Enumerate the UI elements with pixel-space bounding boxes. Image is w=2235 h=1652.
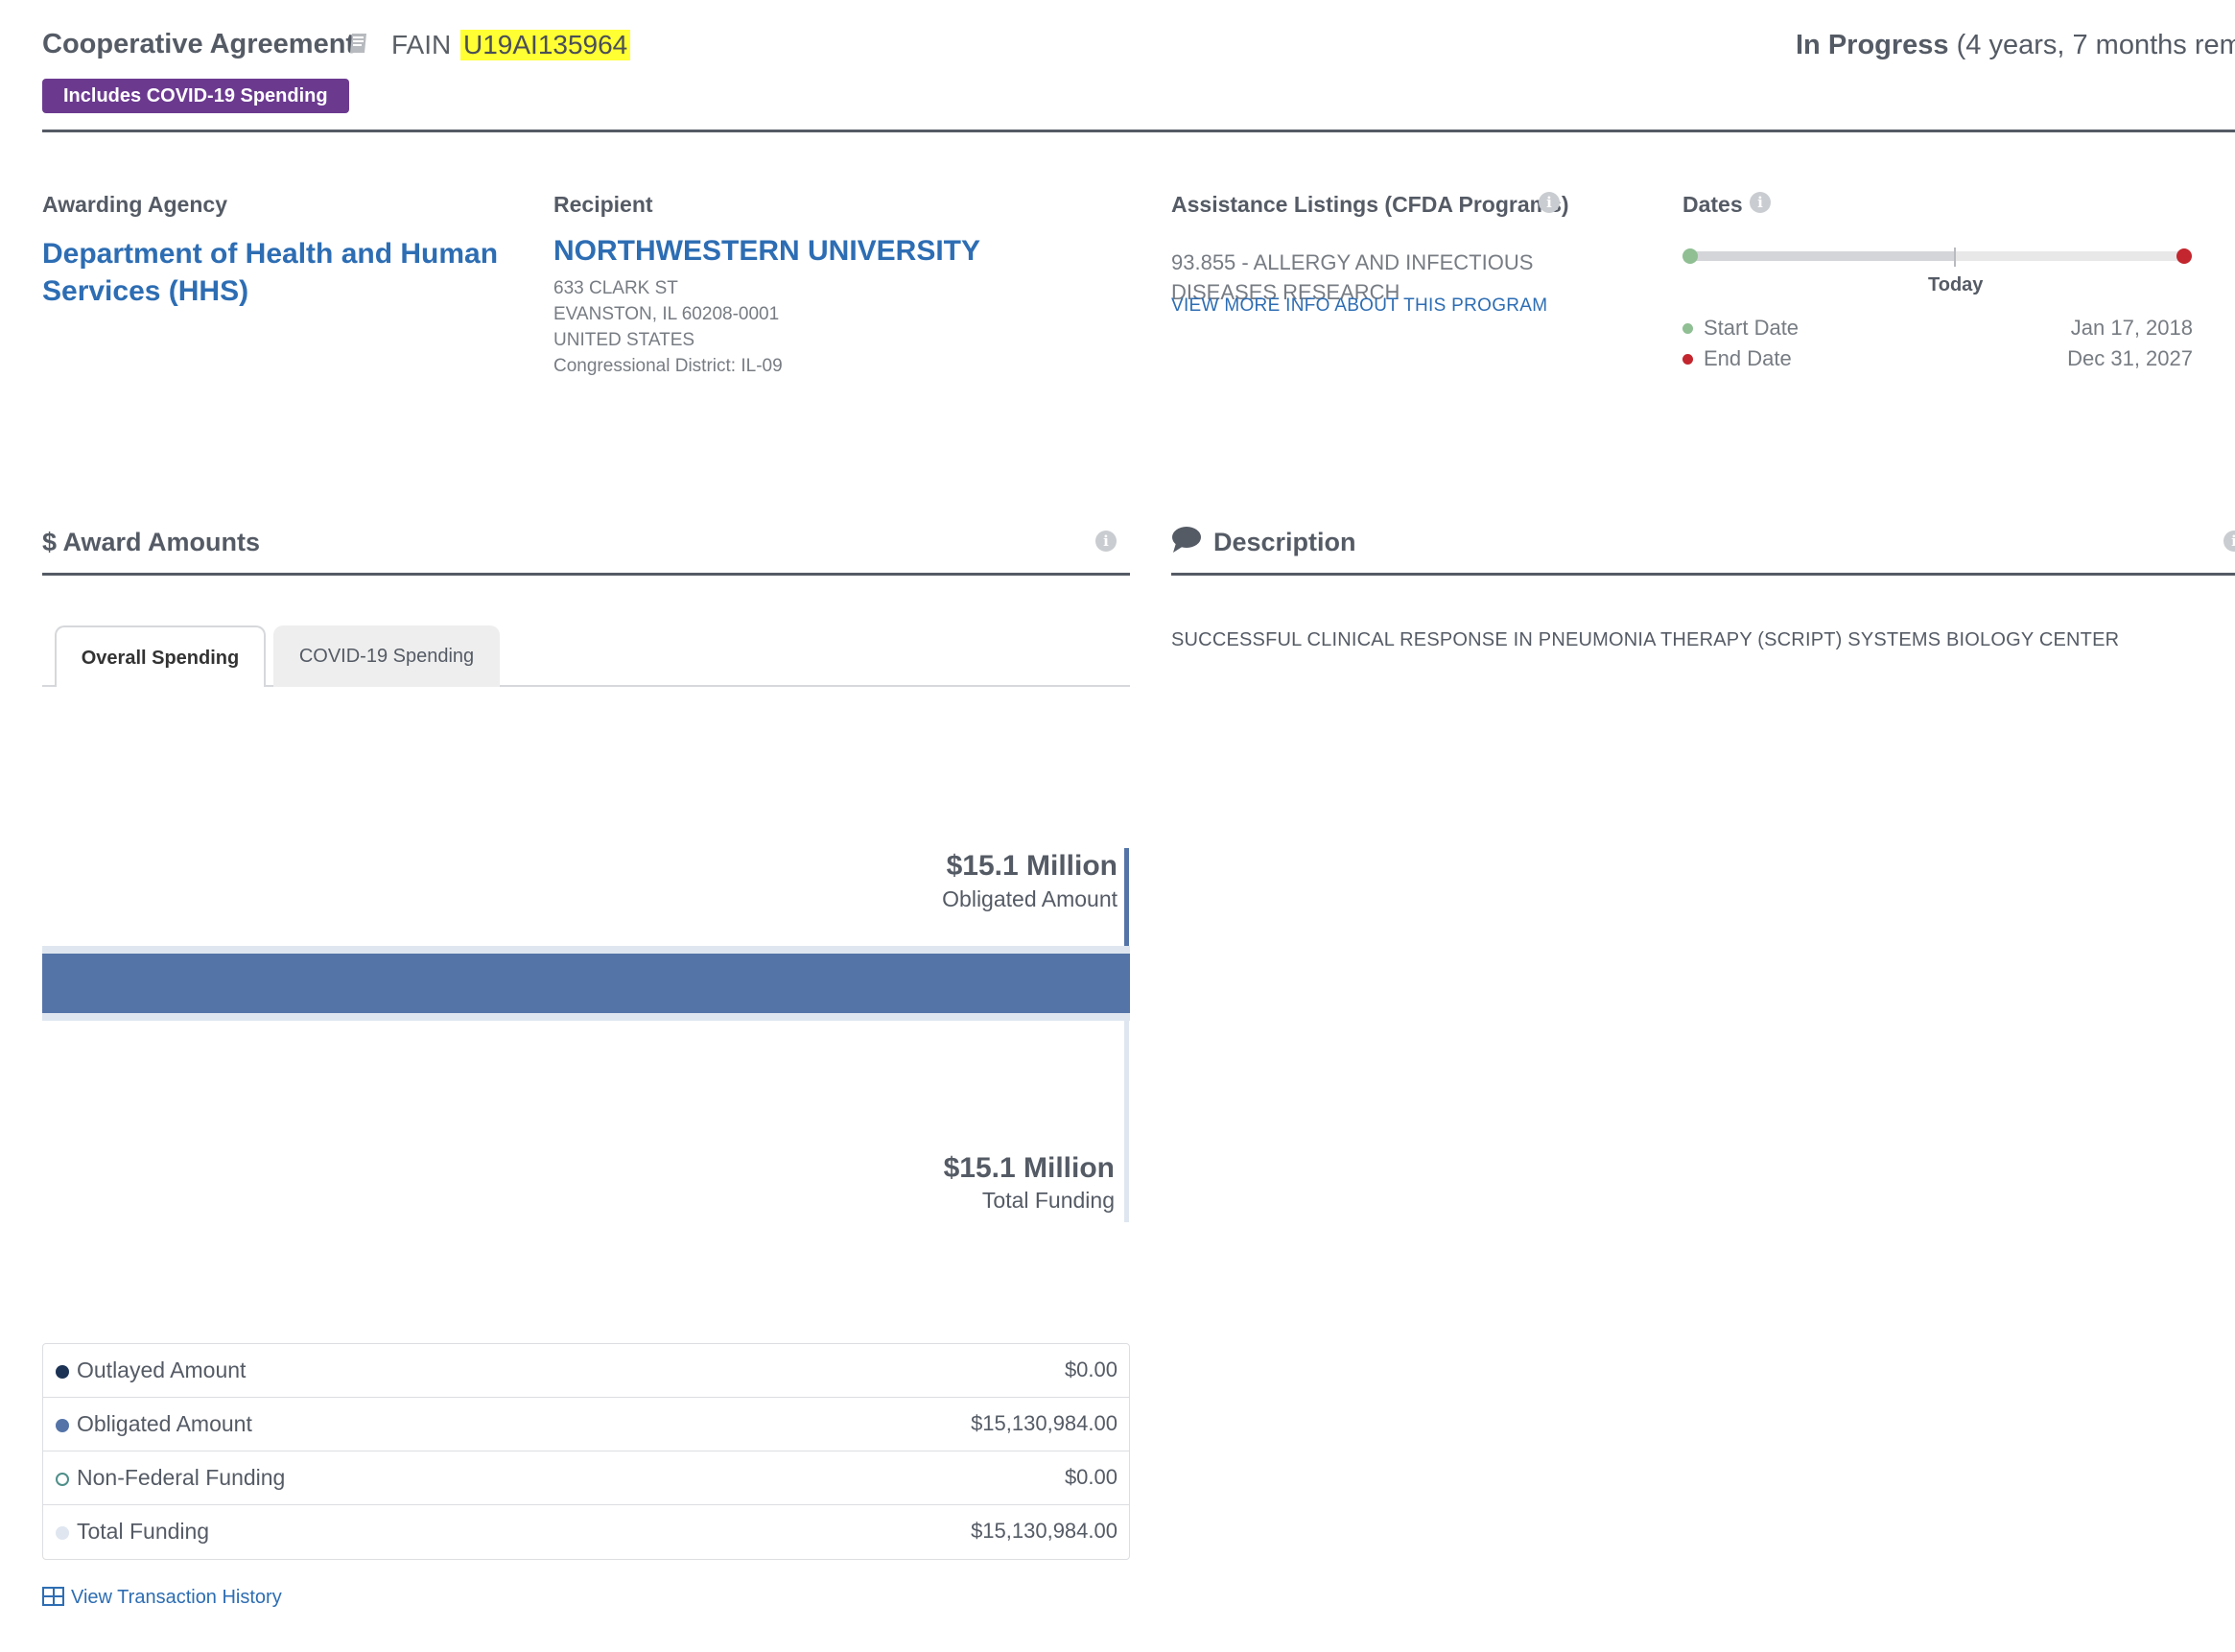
legend-value: $0.00 bbox=[1064, 1465, 1118, 1489]
today-label: Today bbox=[1928, 274, 1984, 295]
awarding-agency-link[interactable]: Department of Health and Human Services … bbox=[42, 238, 499, 307]
award-amounts-title: $ Award Amounts bbox=[42, 528, 261, 556]
award-status: In Progress (4 years, 7 months remai bbox=[1796, 30, 2235, 61]
legend-row-non-federal: Non-Federal Funding $0.00 bbox=[43, 1451, 1129, 1505]
cfda-more-info-link[interactable]: VIEW MORE INFO ABOUT THIS PROGRAM bbox=[1171, 295, 1548, 316]
table-icon[interactable] bbox=[42, 1587, 64, 1606]
end-date-value: Dec 31, 2027 bbox=[2067, 346, 2193, 370]
recipient-address-line2: EVANSTON, IL 60208-0001 bbox=[553, 304, 780, 324]
tab-covid-spending[interactable]: COVID-19 Spending bbox=[273, 625, 500, 687]
timeline-elapsed bbox=[1688, 251, 1955, 261]
legend-row-obligated: Obligated Amount $15,130,984.00 bbox=[43, 1398, 1129, 1451]
legend-label: Obligated Amount bbox=[77, 1411, 252, 1436]
obligated-amount-bar[interactable] bbox=[42, 954, 1130, 1013]
dates-info-icon[interactable]: i bbox=[1750, 192, 1771, 213]
timeline-end-dot bbox=[2176, 248, 2192, 264]
status-label: In Progress bbox=[1796, 30, 1949, 60]
timeline-start-dot bbox=[1682, 248, 1698, 264]
total-funding-marker-line bbox=[1124, 1017, 1129, 1222]
recipient-address-line1: 633 CLARK ST bbox=[553, 278, 678, 298]
recipient-country: UNITED STATES bbox=[553, 330, 695, 350]
tab-underline bbox=[42, 685, 1130, 687]
document-icon bbox=[350, 34, 366, 53]
recipient-label: Recipient bbox=[553, 192, 653, 217]
legend-label: Non-Federal Funding bbox=[77, 1465, 286, 1490]
speech-bubble-icon bbox=[1172, 527, 1201, 553]
end-date-label: End Date bbox=[1704, 346, 1792, 370]
header-divider bbox=[42, 130, 2235, 132]
timeline-today-marker bbox=[1954, 248, 1956, 267]
recipient-district: Congressional District: IL-09 bbox=[553, 356, 783, 376]
legend-label: Outlayed Amount bbox=[77, 1357, 247, 1382]
total-funding-caption: Total Funding bbox=[981, 1188, 1115, 1213]
awarding-agency-label: Awarding Agency bbox=[42, 192, 227, 217]
obligated-marker-line bbox=[1124, 848, 1129, 956]
description-text: SUCCESSFUL CLINICAL RESPONSE IN PNEUMONI… bbox=[1171, 629, 2120, 650]
cfda-info-icon[interactable]: i bbox=[1539, 192, 1560, 213]
description-divider bbox=[1171, 573, 2235, 576]
end-date-dot bbox=[1682, 354, 1693, 365]
start-date-label: Start Date bbox=[1704, 316, 1800, 340]
start-date-dot bbox=[1682, 323, 1693, 334]
award-amounts-divider bbox=[42, 573, 1130, 576]
legend-label: Total Funding bbox=[77, 1519, 210, 1544]
non-federal-dot bbox=[56, 1473, 69, 1486]
description-info-icon[interactable]: i bbox=[2223, 531, 2235, 552]
tab-overall-spending[interactable]: Overall Spending bbox=[55, 625, 266, 687]
award-amounts-legend: Outlayed Amount $0.00 Obligated Amount $… bbox=[42, 1343, 1130, 1560]
obligated-dot bbox=[56, 1419, 69, 1432]
cfda-label: Assistance Listings (CFDA Programs) bbox=[1171, 192, 1569, 217]
cfda-program: 93.855 - ALLERGY AND INFECTIOUS DISEASES… bbox=[1171, 250, 1534, 304]
status-detail: (4 years, 7 months remai bbox=[1956, 30, 2235, 60]
obligated-amount-value: $15.1 Million bbox=[946, 850, 1118, 882]
legend-value: $15,130,984.00 bbox=[971, 1411, 1118, 1435]
legend-row-outlayed: Outlayed Amount $0.00 bbox=[43, 1344, 1129, 1398]
fain-value: U19AI135964 bbox=[460, 30, 631, 60]
description-title: Description bbox=[1213, 528, 1356, 556]
award-amounts-info-icon[interactable]: i bbox=[1095, 531, 1117, 552]
fain-label: FAIN bbox=[391, 30, 452, 59]
legend-row-total: Total Funding $15,130,984.00 bbox=[43, 1505, 1129, 1559]
recipient-link[interactable]: NORTHWESTERN UNIVERSITY bbox=[553, 235, 981, 267]
legend-value: $15,130,984.00 bbox=[971, 1519, 1118, 1543]
covid-badge: Includes COVID-19 Spending bbox=[42, 79, 349, 113]
total-funding-dot bbox=[56, 1526, 69, 1540]
award-type: Cooperative Agreement bbox=[42, 29, 356, 59]
start-date-value: Jan 17, 2018 bbox=[2070, 316, 2193, 340]
obligated-amount-caption: Obligated Amount bbox=[942, 886, 1118, 911]
total-funding-value: $15.1 Million bbox=[943, 1152, 1115, 1184]
view-transaction-history-link[interactable]: View Transaction History bbox=[71, 1587, 282, 1608]
legend-value: $0.00 bbox=[1064, 1357, 1118, 1381]
outlayed-dot bbox=[56, 1365, 69, 1379]
dates-label: Dates bbox=[1682, 192, 1743, 217]
